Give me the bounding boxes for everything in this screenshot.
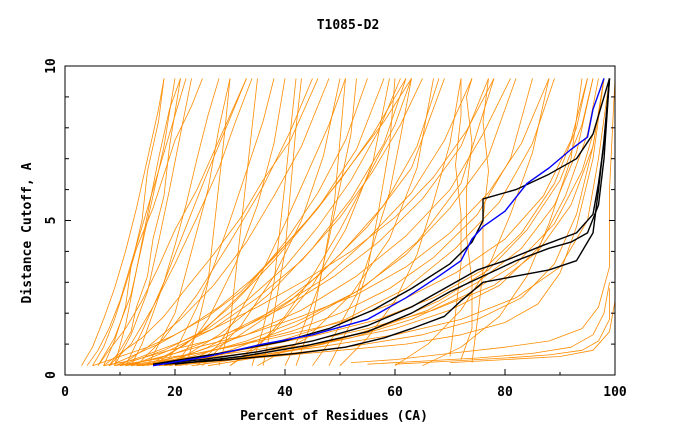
tick-layer: 0 20 40 60 80 100 0 5 10 xyxy=(44,58,627,400)
series-line-orange-66 xyxy=(262,78,302,366)
series-line-orange-51 xyxy=(350,78,616,363)
series-line-orange-17 xyxy=(125,78,247,366)
x-tick-label-2: 40 xyxy=(277,385,293,400)
y-tick-label-2: 10 xyxy=(44,58,59,74)
series-line-orange-42 xyxy=(339,78,462,366)
series-line-orange-29 xyxy=(257,78,434,367)
series-line-orange-30 xyxy=(130,78,220,366)
series-line-black-69 xyxy=(152,78,611,365)
series-line-orange-53 xyxy=(394,288,610,365)
series-line-orange-46 xyxy=(81,78,165,366)
x-tick-label-4: 80 xyxy=(497,385,513,400)
series-line-orange-2 xyxy=(97,78,247,366)
series-line-orange-4 xyxy=(108,78,412,367)
series-line-orange-65 xyxy=(114,78,192,366)
series-line-orange-21 xyxy=(169,78,495,367)
series-line-orange-15 xyxy=(152,78,555,367)
series-line-orange-32 xyxy=(196,78,346,366)
series-layer xyxy=(81,78,616,367)
series-line-orange-58 xyxy=(119,78,401,367)
series-line-orange-31 xyxy=(163,78,275,366)
series-line-orange-62 xyxy=(169,78,407,367)
x-axis-label: Percent of Residues (CA) xyxy=(240,409,428,424)
series-line-orange-37 xyxy=(185,78,231,366)
y-tick-label-0: 0 xyxy=(44,371,59,379)
series-line-orange-68 xyxy=(328,78,396,366)
series-line-orange-13 xyxy=(130,78,423,367)
series-line-orange-56 xyxy=(191,78,594,367)
series-line-orange-52 xyxy=(367,282,610,365)
series-line-orange-64 xyxy=(103,78,165,366)
series-line-orange-39 xyxy=(251,78,297,366)
x-tick-label-5: 100 xyxy=(603,385,627,400)
series-line-orange-40 xyxy=(284,78,357,366)
series-line-orange-67 xyxy=(295,78,346,366)
series-line-orange-25 xyxy=(147,78,231,366)
series-line-black-71 xyxy=(174,78,611,365)
x-tick-label-1: 20 xyxy=(167,385,183,400)
series-line-orange-63 xyxy=(180,78,440,367)
series-line-orange-47 xyxy=(158,78,605,367)
series-line-orange-44 xyxy=(422,78,583,367)
series-line-orange-59 xyxy=(125,78,473,367)
x-tick-label-0: 0 xyxy=(61,385,69,400)
series-line-orange-23 xyxy=(103,78,489,367)
chart-title: T1085-D2 xyxy=(317,18,380,33)
series-line-orange-60 xyxy=(136,78,517,367)
series-line-orange-14 xyxy=(141,78,511,367)
series-line-orange-19 xyxy=(147,78,385,367)
x-tick-label-3: 60 xyxy=(387,385,403,400)
series-line-orange-11 xyxy=(108,78,253,366)
series-line-orange-26 xyxy=(174,78,286,366)
series-line-blue-73 xyxy=(152,78,605,367)
series-line-orange-27 xyxy=(202,78,341,366)
y-axis-label: Distance Cutoff, A xyxy=(20,162,35,303)
series-line-orange-61 xyxy=(152,78,368,367)
series-line-orange-12 xyxy=(119,78,330,367)
series-line-orange-45 xyxy=(108,78,181,366)
series-line-orange-41 xyxy=(312,78,412,366)
series-line-orange-10 xyxy=(97,78,176,366)
series-line-orange-22 xyxy=(92,78,407,367)
y-tick-label-1: 5 xyxy=(44,217,59,225)
series-line-orange-35 xyxy=(449,78,462,357)
series-line-orange-3 xyxy=(103,78,319,367)
series-line-orange-16 xyxy=(114,78,181,366)
